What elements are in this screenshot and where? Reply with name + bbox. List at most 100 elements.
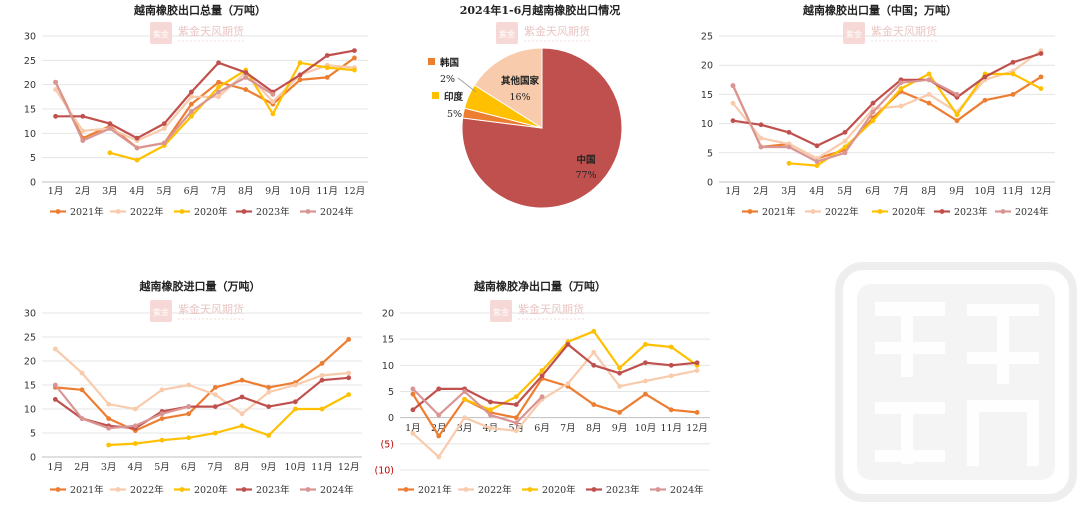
data-point <box>212 404 218 409</box>
data-point <box>134 135 140 141</box>
data-point <box>216 89 221 95</box>
data-point <box>243 70 249 75</box>
legend-label: 2020年 <box>892 206 926 218</box>
data-point <box>189 89 194 95</box>
data-point <box>513 428 519 434</box>
pie-label-india: 印度 <box>444 91 464 103</box>
data-point <box>643 391 648 397</box>
data-point <box>591 362 597 368</box>
data-point <box>488 399 493 405</box>
x-tick-label: 8月 <box>921 186 937 197</box>
legend-item: 2024年 <box>995 206 1049 218</box>
data-point <box>216 94 221 100</box>
brand-watermark-china: 紫金 紫金天风期货 <box>843 22 939 44</box>
pie-legend-swatch <box>428 58 435 65</box>
data-point <box>617 370 622 376</box>
data-point <box>319 373 325 378</box>
data-point <box>694 410 700 415</box>
x-tick-label: 11月 <box>311 462 333 473</box>
data-point <box>159 416 165 421</box>
data-point <box>132 441 138 446</box>
data-point <box>297 77 303 83</box>
legend-item: 2021年 <box>50 206 104 218</box>
y-tick-label: 0 <box>30 453 36 464</box>
data-point <box>462 415 467 421</box>
legend-label: 2021年 <box>762 206 796 218</box>
data-point <box>591 349 597 355</box>
legend-item: 2023年 <box>934 206 988 218</box>
data-point <box>186 404 192 409</box>
watermark-seal-text: 紫金 <box>493 307 509 317</box>
data-point <box>212 430 218 436</box>
watermark-seal-text: 紫金 <box>153 29 169 39</box>
series-line-2022年 <box>732 49 1042 160</box>
legend-label: 2023年 <box>954 206 988 218</box>
data-point <box>565 342 571 347</box>
x-tick-label: 9月 <box>949 186 965 197</box>
data-point <box>462 396 467 402</box>
data-point <box>842 129 848 135</box>
data-point <box>758 122 764 128</box>
data-point <box>53 87 58 92</box>
y-tick-label: 15 <box>24 381 36 392</box>
watermark-brand-text: 紫金天风期货 <box>178 302 244 316</box>
pie-slice-其他国家 <box>473 47 543 129</box>
x-tick-label: 9月 <box>265 186 281 197</box>
x-tick-label: 10月 <box>285 462 307 473</box>
data-point <box>954 112 960 118</box>
legend-item: 2020年 <box>174 206 228 218</box>
legend-label: 2023年 <box>256 484 290 496</box>
data-point <box>266 433 272 438</box>
data-point <box>436 454 442 460</box>
data-point <box>643 360 648 366</box>
data-point <box>186 411 192 417</box>
data-point <box>1038 51 1044 56</box>
data-point <box>786 129 792 135</box>
x-tick-label: 7月 <box>893 186 909 197</box>
line-chart-net: 越南橡胶净出口量（万吨）(10)(5)051015201月2月3月4月5月6月7… <box>374 279 710 496</box>
data-point <box>954 118 960 124</box>
watermark-seal-text: 紫金 <box>153 307 169 317</box>
data-point <box>730 83 736 89</box>
series-line-2023年 <box>732 52 1042 147</box>
x-tick-label: 5月 <box>156 186 172 197</box>
line-chart-china: 越南橡胶出口量（中国；万吨） 0 5 10 15 20 25 1月 2月 3月 4月 5月 6月 7月 8月… <box>701 3 1055 218</box>
pie-label-china: 中国 <box>576 154 595 166</box>
x-tick-label: 1月 <box>48 462 64 473</box>
data-point <box>239 411 245 417</box>
series-line-2021年 <box>411 377 698 438</box>
data-point <box>324 65 330 71</box>
data-point <box>870 109 876 115</box>
data-point <box>513 402 519 407</box>
data-point <box>1038 86 1044 91</box>
pie-percent-label: 5% <box>447 109 462 120</box>
legend-label: 2022年 <box>130 484 164 496</box>
y-tick-label: 20 <box>382 309 394 320</box>
data-point <box>926 92 932 97</box>
leader-line <box>457 77 477 93</box>
legend-item: 2023年 <box>236 206 290 218</box>
data-point <box>266 385 272 390</box>
data-point <box>324 74 330 80</box>
data-point <box>617 410 622 415</box>
x-tick-label: 3月 <box>781 186 797 197</box>
data-point <box>243 74 249 80</box>
data-point <box>617 365 622 371</box>
data-point <box>565 381 571 387</box>
series-line-2024年 <box>412 388 543 424</box>
watermark-seal-text: 紫金 <box>846 29 862 39</box>
x-tick-label: 3月 <box>101 462 117 473</box>
data-point <box>132 423 138 429</box>
data-point <box>52 397 58 402</box>
y-tick-label: 15 <box>24 105 36 116</box>
legend-label: 2022年 <box>825 206 859 218</box>
data-point <box>352 48 357 53</box>
x-tick-label: 7月 <box>560 423 576 434</box>
data-point <box>436 386 442 392</box>
data-point <box>898 103 904 109</box>
data-point <box>462 389 467 394</box>
chart-title: 越南橡胶出口总量（万吨） <box>133 3 266 17</box>
y-tick-label: 20 <box>24 80 36 91</box>
